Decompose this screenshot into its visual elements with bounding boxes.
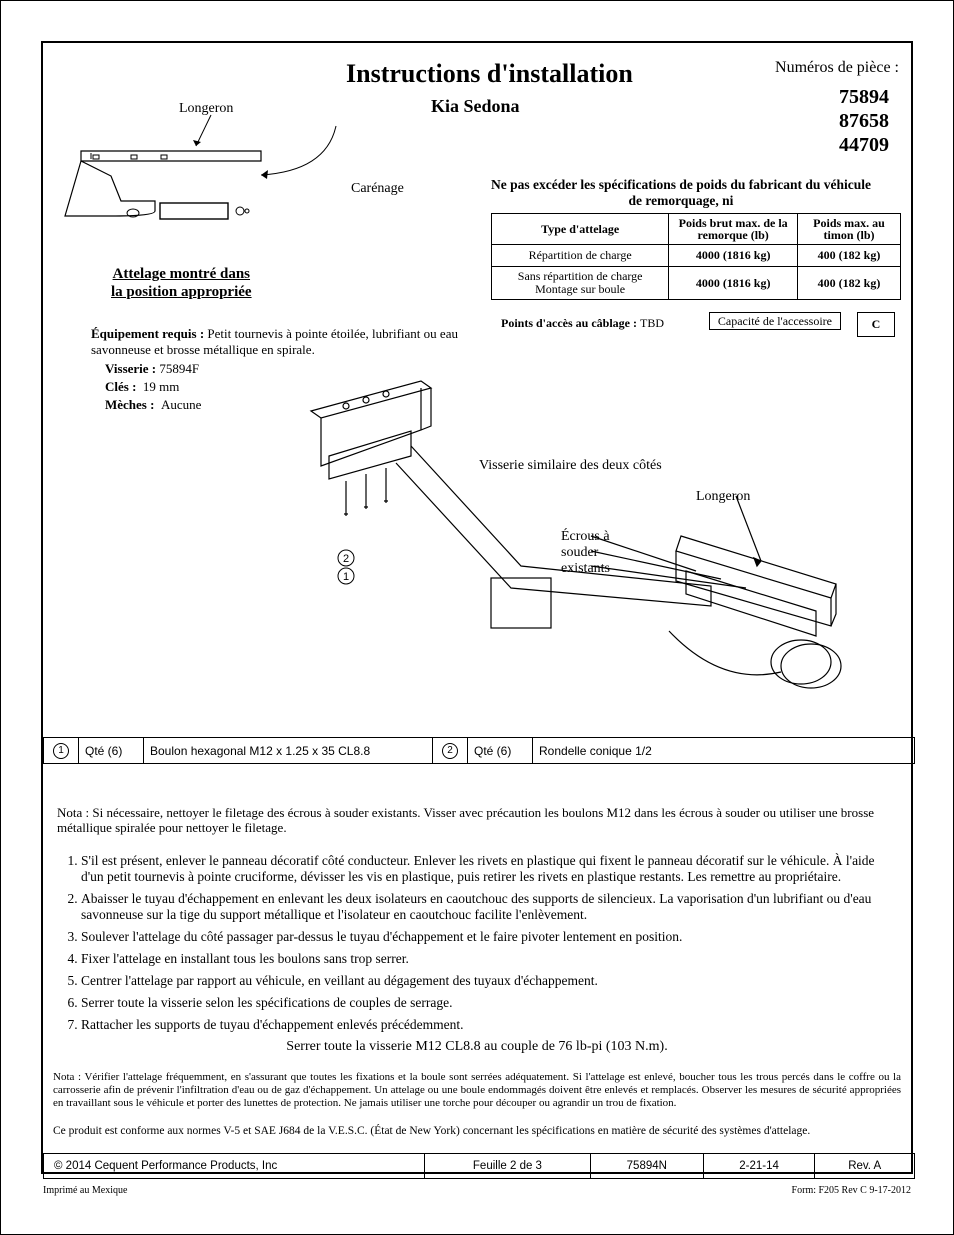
footer-table: © 2014 Cequent Performance Products, Inc…: [43, 1153, 915, 1179]
fig1-longeron-label: Longeron: [179, 101, 233, 117]
step-5: Centrer l'attelage par rapport au véhicu…: [81, 973, 897, 989]
figure-caption: Attelage montré dans la position appropr…: [111, 265, 252, 301]
page: Instructions d'installation Kia Sedona N…: [0, 0, 954, 1235]
step-4: Fixer l'attelage en installant tous les …: [81, 951, 897, 967]
spec-h2: Poids brut max. de la remorque (lb): [669, 214, 798, 245]
accessory-class: C: [857, 312, 895, 337]
subtitle: Kia Sedona: [431, 96, 520, 117]
part-numbers-label: Numéros de pièce :: [775, 59, 899, 77]
part-desc-2: Rondelle conique 1/2: [533, 738, 915, 764]
part-desc-1: Boulon hexagonal M12 x 1.25 x 35 CL8.8: [144, 738, 433, 764]
printed-in: Imprimé au Mexique: [43, 1185, 127, 1196]
form-id: Form: F205 Rev C 9-17-2012: [792, 1185, 911, 1196]
title: Instructions d'installation: [346, 59, 633, 89]
equip-list: Visserie : 75894F Clés : 19 mm Mèches : …: [105, 360, 201, 414]
spec-r1c1: Répartition de charge: [492, 245, 669, 267]
part-qty-1: Qté (6): [79, 738, 144, 764]
step-1: S'il est présent, enlever le panneau déc…: [81, 853, 897, 885]
step-6: Serrer toute la visserie selon les spéci…: [81, 995, 897, 1011]
ftr-rev: Rev. A: [815, 1154, 915, 1179]
part-qty-2: Qté (6): [468, 738, 533, 764]
nota: Nota : Si nécessaire, nettoyer le fileta…: [57, 805, 897, 835]
pn-1: 75894: [839, 86, 889, 108]
equip-label: Équipement requis :: [91, 326, 204, 341]
torque-spec: Serrer toute la visserie M12 CL8.8 au co…: [1, 1039, 953, 1055]
spec-r2c3: 400 (182 kg): [798, 267, 901, 300]
spec-r2c1: Sans répartition de charge Montage sur b…: [492, 267, 669, 300]
spec-r1c2: 4000 (1816 kg): [669, 245, 798, 267]
wiring-label: Points d'accès au câblage : TBD: [501, 316, 664, 331]
spec-r1c3: 400 (182 kg): [798, 245, 901, 267]
spec-h3: Poids max. au timon (lb): [798, 214, 901, 245]
step-2: Abaisser le tuyau d'échappement en enlev…: [81, 891, 897, 923]
spec-h1: Type d'attelage: [492, 214, 669, 245]
fig1-carenage-label: Carénage: [351, 181, 404, 197]
equipment-required: Équipement requis : Petit tournevis à po…: [91, 326, 463, 358]
install-steps: S'il est présent, enlever le panneau déc…: [57, 853, 897, 1039]
ftr-sheet: Feuille 2 de 3: [425, 1154, 591, 1179]
fig2-similar-label: Visserie similaire des deux côtés: [479, 458, 662, 474]
ftr-pn: 75894N: [590, 1154, 703, 1179]
accessory-capacity: Capacité de l'accessoire: [709, 312, 841, 330]
step-3: Soulever l'attelage du côté passager par…: [81, 929, 897, 945]
ftr-copyright: © 2014 Cequent Performance Products, Inc: [44, 1154, 425, 1179]
figure-side-view: [61, 111, 351, 251]
caption-l1: Attelage montré dans la position appropr…: [111, 266, 252, 300]
part-id-1: 1: [53, 743, 69, 759]
fig2-longeron-label: Longeron: [696, 489, 750, 505]
wiring-row: Points d'accès au câblage : TBD Capacité…: [491, 315, 901, 339]
fig2-ecrous-label: Écrous à souder existants: [561, 529, 610, 577]
warning-text: Ne pas excéder les spécifications de poi…: [491, 177, 871, 209]
pn-2: 87658: [839, 110, 889, 132]
step-7: Rattacher les supports de tuyau d'échapp…: [81, 1017, 897, 1033]
spec-table: Type d'attelage Poids brut max. de la re…: [491, 213, 901, 300]
parts-table: 1 Qté (6) Boulon hexagonal M12 x 1.25 x …: [43, 737, 915, 764]
part-numbers: 75894 87658 44709: [839, 85, 889, 157]
compliance: Ce produit est conforme aux normes V-5 e…: [53, 1125, 901, 1137]
nota-2: Nota : Vérifier l'attelage fréquemment, …: [53, 1071, 901, 1110]
pn-3: 44709: [839, 134, 889, 156]
spec-r2c2: 4000 (1816 kg): [669, 267, 798, 300]
part-id-2: 2: [442, 743, 458, 759]
ftr-date: 2-21-14: [703, 1154, 815, 1179]
